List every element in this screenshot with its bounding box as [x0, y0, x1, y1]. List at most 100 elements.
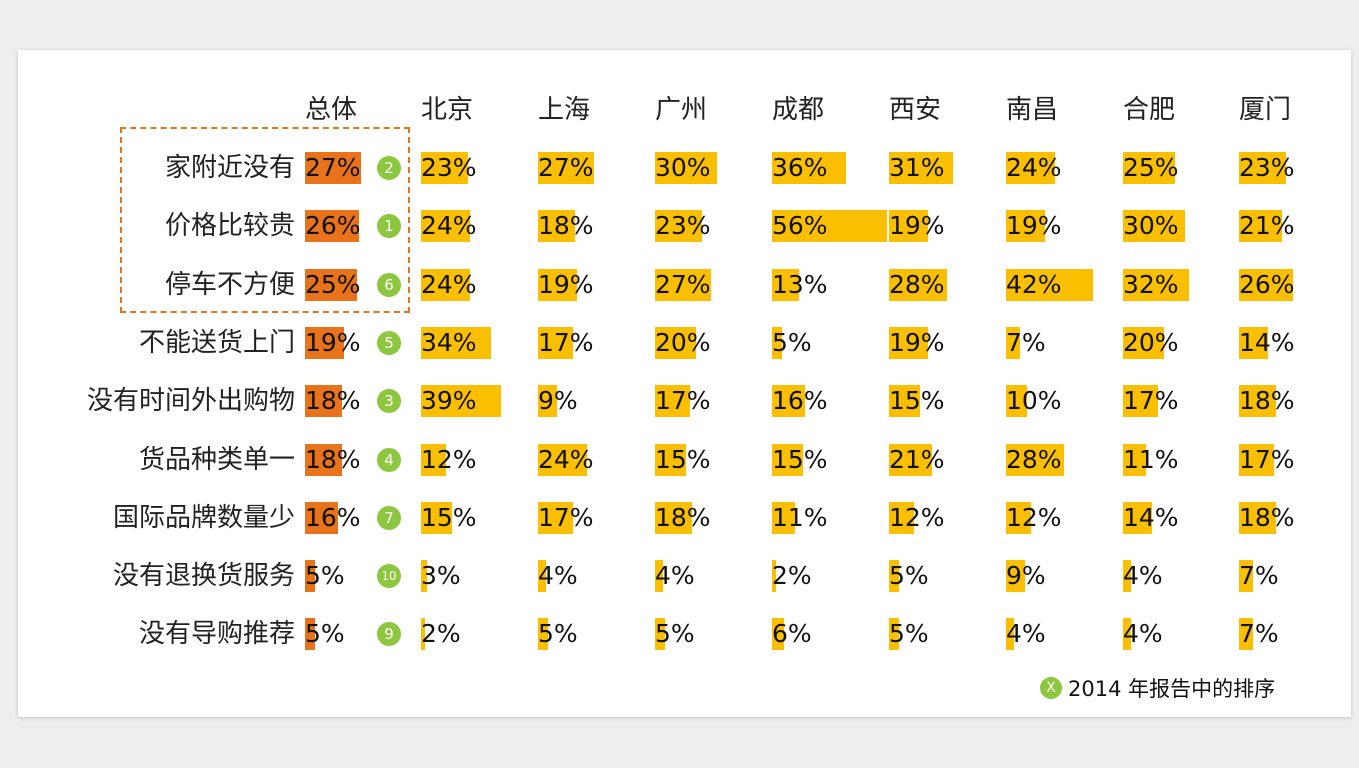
city-bar — [538, 268, 578, 301]
value-label: 30% — [655, 153, 711, 182]
value-label: 16% — [772, 386, 828, 416]
rank-badge: 2 — [377, 156, 401, 180]
value-label: 11% — [772, 502, 828, 532]
overall-bar — [305, 268, 357, 301]
value-label: 27% — [655, 269, 711, 299]
value-label: 14% — [1239, 327, 1295, 357]
overall-bar — [305, 501, 338, 534]
overall-bar — [305, 152, 361, 184]
city-bar — [655, 326, 697, 359]
value-label: 27% — [305, 153, 361, 182]
value-label: 23% — [1239, 153, 1295, 182]
row-label: 没有导购推荐 — [138, 619, 295, 650]
value-label: 16% — [305, 502, 361, 532]
city-bar — [538, 618, 549, 651]
city-bar — [772, 501, 795, 534]
city-bar — [421, 210, 471, 243]
value-label: 18% — [538, 211, 594, 241]
value-label: 5% — [305, 561, 345, 591]
value-label: 24% — [1006, 153, 1062, 182]
city-bar — [655, 268, 711, 301]
row-label: 不能送货上门 — [138, 327, 295, 358]
city-bar — [1239, 501, 1277, 534]
value-label: 17% — [1239, 444, 1295, 474]
city-bar — [889, 210, 929, 243]
value-label: 20% — [1123, 327, 1179, 357]
value-label: 21% — [1239, 211, 1295, 241]
value-label: 5% — [889, 561, 929, 591]
city-bar — [538, 152, 594, 184]
value-label: 5% — [889, 619, 929, 649]
city-bar — [889, 385, 920, 418]
value-label: 39% — [421, 386, 477, 416]
value-label: 12% — [889, 502, 945, 532]
city-bar — [889, 443, 933, 476]
row-label: 停车不方便 — [164, 269, 295, 300]
overall-bar — [305, 618, 316, 651]
value-label: 6% — [772, 619, 812, 649]
value-label: 17% — [1123, 386, 1179, 416]
city-bar — [1123, 210, 1185, 243]
value-label: 14% — [1123, 502, 1179, 532]
column-header-6: 南昌 — [1006, 95, 1059, 125]
city-bar — [1123, 560, 1132, 593]
city-bar — [1006, 501, 1031, 534]
city-bar — [1123, 326, 1165, 359]
city-bar — [538, 443, 588, 476]
value-label: 2% — [421, 619, 461, 649]
value-label: 12% — [1006, 502, 1062, 532]
rank-badge: 6 — [377, 272, 401, 297]
value-label: 24% — [421, 269, 477, 299]
value-label: 19% — [1006, 211, 1062, 241]
city-bar — [1006, 618, 1015, 651]
value-label: 7% — [1239, 561, 1279, 591]
city-bar — [1239, 152, 1287, 184]
value-label: 24% — [538, 444, 594, 474]
row-label: 家附近没有 — [164, 153, 295, 183]
value-label: 9% — [1006, 561, 1046, 591]
rank-badge: 5 — [377, 330, 401, 355]
value-label: 56% — [772, 211, 828, 241]
city-bar — [772, 385, 805, 418]
city-bar — [1006, 326, 1021, 359]
city-bar — [772, 210, 888, 243]
value-label: 30% — [1123, 211, 1179, 241]
city-bar — [421, 326, 492, 359]
city-bar — [538, 385, 557, 418]
city-bar — [1239, 560, 1254, 593]
value-label: 26% — [305, 211, 361, 241]
column-header-1: 北京 — [421, 95, 474, 125]
column-header-7: 合肥 — [1123, 95, 1176, 125]
city-bar — [655, 210, 703, 243]
value-label: 12% — [421, 444, 477, 474]
value-label: 31% — [889, 153, 945, 182]
value-label: 23% — [655, 211, 711, 241]
city-bar — [655, 560, 664, 593]
value-label: 28% — [889, 269, 945, 299]
value-label: 17% — [655, 386, 711, 416]
rank-badge: 7 — [377, 505, 401, 530]
city-bar — [772, 443, 803, 476]
city-bar — [655, 385, 691, 418]
column-header-3: 广州 — [655, 95, 708, 125]
value-label: 2% — [772, 561, 812, 591]
overall-bar — [305, 560, 316, 593]
column-header-2: 上海 — [538, 95, 591, 125]
city-bar — [889, 618, 900, 651]
value-label: 27% — [538, 153, 594, 182]
rank-badge: 9 — [377, 622, 401, 647]
row-label: 国际品牌数量少 — [112, 502, 295, 533]
value-label: 32% — [1123, 269, 1179, 299]
row-label: 没有退换货服务 — [112, 561, 295, 592]
value-label: 24% — [421, 211, 477, 241]
city-bar — [772, 560, 777, 593]
city-bar — [1123, 268, 1189, 301]
city-bar — [1239, 618, 1254, 651]
value-label: 13% — [772, 269, 828, 299]
city-bar — [538, 326, 574, 359]
city-bar — [421, 152, 469, 184]
city-bar — [538, 560, 547, 593]
value-label: 4% — [538, 561, 578, 591]
top-three-highlight-box — [120, 127, 410, 313]
city-bar — [1006, 443, 1064, 476]
